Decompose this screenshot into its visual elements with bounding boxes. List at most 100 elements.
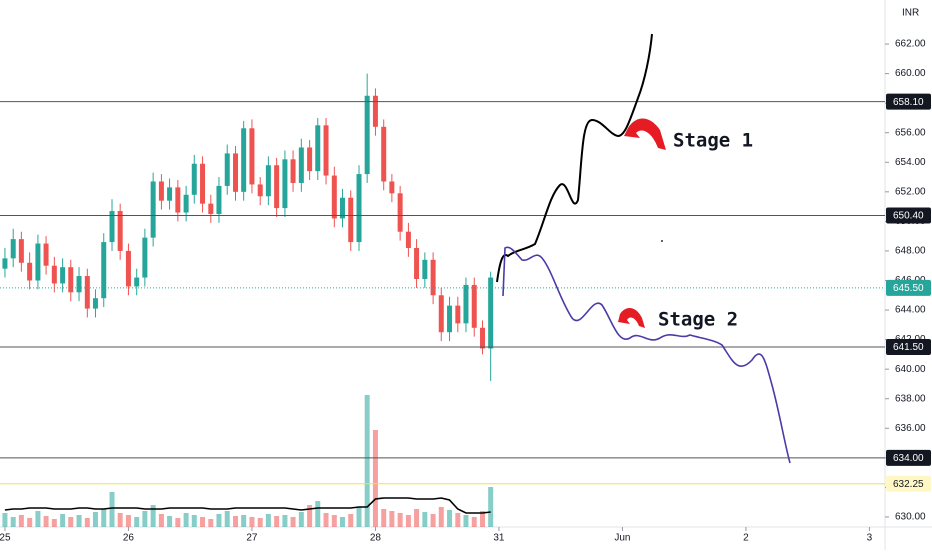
candle-body — [84, 276, 90, 309]
candle-body — [241, 128, 247, 192]
annotation: Stage 1 — [673, 130, 753, 152]
y-tick-label: 652.00 — [895, 186, 926, 197]
x-tick-label: 25 — [0, 533, 11, 544]
candle-body — [463, 284, 469, 324]
candle-body — [298, 147, 304, 183]
volume-bar — [364, 395, 370, 527]
candle-body — [471, 284, 477, 328]
x-tick-label: 31 — [493, 533, 505, 544]
volume-bar — [397, 513, 403, 527]
candle-body — [224, 153, 230, 186]
candle-body — [43, 243, 49, 266]
level-label: 650.40 — [893, 211, 924, 222]
x-tick-label: Jun — [614, 533, 630, 544]
level-tag — [886, 338, 931, 355]
level-tag — [886, 93, 931, 110]
level-tag — [886, 449, 931, 466]
candle-body — [60, 267, 66, 284]
candle-body — [480, 327, 486, 349]
volume-bar — [158, 514, 164, 527]
volume-bar — [117, 513, 123, 527]
volume-bar — [68, 517, 74, 527]
volume-bar — [60, 514, 66, 527]
volume-bar — [348, 514, 354, 527]
candle-body — [150, 181, 156, 238]
volume-bar — [389, 511, 395, 527]
candle-body — [158, 181, 164, 201]
volume-bar — [241, 515, 247, 527]
last-price-tag — [886, 279, 931, 296]
last-price-label: 645.50 — [893, 283, 924, 294]
volume-bar — [76, 515, 82, 527]
y-tick-label: 630.00 — [895, 512, 926, 523]
volume-bar — [35, 511, 41, 527]
candle-body — [117, 211, 123, 251]
y-tick-label: 648.00 — [895, 246, 926, 257]
candle-body — [447, 305, 453, 333]
candle-body — [191, 163, 197, 195]
candle-body — [381, 126, 387, 182]
volume-bar — [339, 517, 345, 527]
volume-bar — [249, 517, 255, 527]
candle-body — [200, 163, 206, 204]
y-tick-label: 660.00 — [895, 68, 926, 79]
volume-bar — [455, 513, 461, 527]
candle-body — [372, 95, 378, 127]
candle-body — [183, 194, 189, 213]
candle-body — [101, 242, 107, 299]
candle-body — [488, 277, 494, 349]
candle-body — [125, 250, 131, 287]
volume-bar — [233, 516, 239, 527]
volume-bar — [150, 505, 156, 527]
candle-body — [356, 174, 362, 243]
volume-bar — [183, 513, 189, 527]
volume-bar — [463, 515, 469, 527]
candle-body — [348, 197, 354, 243]
annotation: Stage 2 — [658, 309, 738, 331]
candle-body — [257, 184, 263, 197]
volume-bar — [101, 509, 107, 527]
volume-bar — [10, 517, 16, 527]
volume-bar — [274, 516, 280, 527]
candle-body — [265, 165, 271, 197]
volume-bar — [27, 518, 33, 527]
candle-body — [10, 239, 16, 259]
volume-bar — [471, 517, 477, 527]
y-tick-label: 640.00 — [895, 364, 926, 375]
candle-body — [331, 175, 337, 219]
volume-bar — [438, 507, 444, 527]
volume-ma — [4, 497, 491, 514]
candle-body — [282, 159, 288, 209]
volume-bar — [224, 511, 230, 527]
candle-body — [51, 265, 57, 284]
volume-bar — [84, 518, 90, 527]
volume-bar — [200, 517, 206, 527]
candle-body — [455, 305, 461, 324]
candle-body — [175, 187, 181, 213]
currency-box — [898, 5, 924, 21]
candle-body — [315, 125, 321, 172]
level-tag — [886, 207, 931, 224]
x-tick-label: 27 — [246, 533, 258, 544]
marker-tag — [886, 475, 931, 492]
candle-body — [76, 276, 82, 293]
volume-bar — [2, 513, 8, 527]
candle-body — [233, 153, 239, 192]
candle-body — [68, 267, 74, 293]
volume-bar — [422, 512, 428, 527]
x-tick-label: 3 — [867, 533, 873, 544]
x-tick-label: 2 — [743, 533, 749, 544]
candle-body — [430, 259, 436, 296]
candle-body — [397, 193, 403, 232]
y-tick-label: 636.00 — [895, 423, 926, 434]
candle-body — [339, 197, 345, 219]
candle-body — [2, 258, 8, 269]
volume-bar — [51, 519, 57, 527]
candle-body — [18, 239, 24, 263]
arrow-stage-1 — [624, 118, 666, 150]
candle-body — [414, 247, 420, 280]
candle-body — [167, 187, 173, 201]
